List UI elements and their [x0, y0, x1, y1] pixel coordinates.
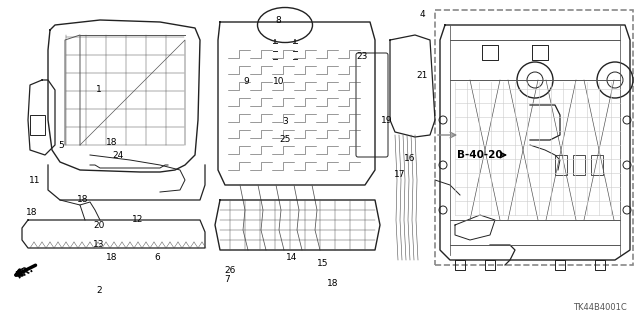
Text: 18: 18 [327, 279, 339, 288]
Text: 12: 12 [132, 215, 143, 224]
Text: 16: 16 [404, 154, 415, 163]
Bar [30, 115, 45, 135]
Bar [573, 155, 585, 175]
Text: 6: 6 [154, 253, 159, 262]
Text: 5: 5 [58, 141, 63, 150]
Text: 24: 24 [113, 151, 124, 160]
Text: TK44B4001C: TK44B4001C [573, 303, 627, 313]
Text: 18: 18 [77, 196, 89, 204]
Text: 11: 11 [29, 176, 41, 185]
Text: 14: 14 [285, 253, 297, 262]
Text: 23: 23 [356, 52, 367, 60]
Text: 3: 3 [282, 117, 287, 126]
Text: 9: 9 [244, 77, 249, 86]
Text: 13: 13 [93, 240, 105, 249]
Text: 8: 8 [276, 16, 281, 25]
Text: 20: 20 [93, 221, 105, 230]
Text: 7: 7 [225, 276, 230, 284]
Text: 18: 18 [26, 208, 38, 217]
Bar [555, 155, 567, 175]
Text: FR.: FR. [15, 263, 35, 281]
Text: 26: 26 [225, 266, 236, 275]
Text: B-40-20: B-40-20 [457, 150, 503, 160]
Text: 25: 25 [279, 135, 291, 144]
Text: 2: 2 [97, 286, 102, 295]
Text: 21: 21 [417, 71, 428, 80]
Text: 18: 18 [106, 253, 118, 262]
Text: 4: 4 [420, 10, 425, 19]
Bar [591, 155, 603, 175]
Text: 1: 1 [97, 85, 102, 94]
Text: 10: 10 [273, 77, 284, 86]
Text: 17: 17 [394, 170, 406, 179]
Text: 18: 18 [106, 138, 118, 147]
Text: 15: 15 [317, 260, 329, 268]
Text: 19: 19 [381, 116, 393, 124]
